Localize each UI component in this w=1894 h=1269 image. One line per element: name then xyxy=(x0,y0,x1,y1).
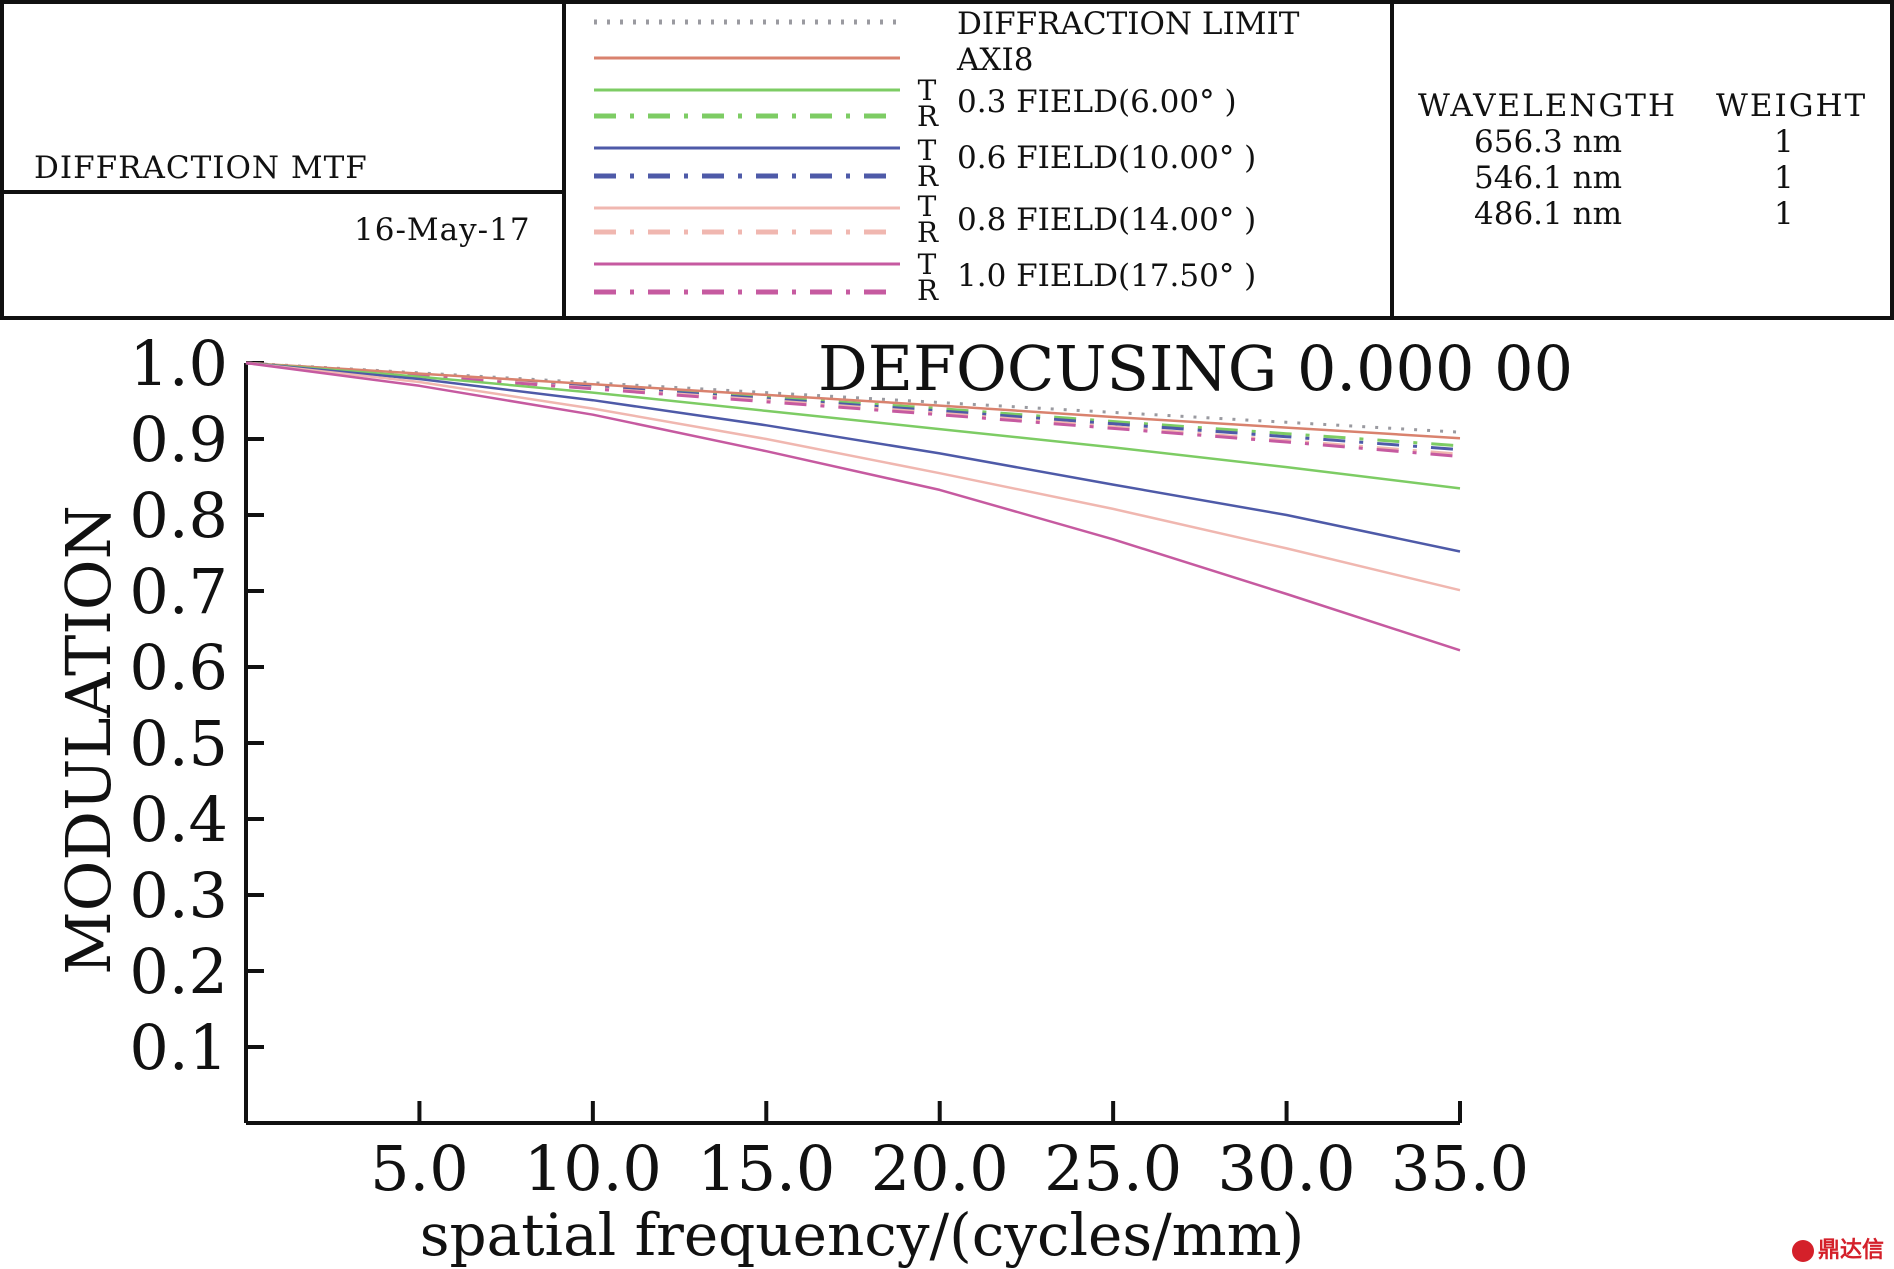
chart-title: DEFOCUSING 0.000 00 xyxy=(818,332,1573,405)
y-tick-label: 0.2 xyxy=(129,935,228,1008)
wavelength-value: 486.1 nm xyxy=(1474,196,1622,232)
legend-t-06: T xyxy=(917,134,937,167)
wavelength-value: 546.1 nm xyxy=(1474,160,1622,196)
series-line xyxy=(245,361,1461,456)
x-tick-label: 5.0 xyxy=(370,1132,469,1205)
x-tick-label: 20.0 xyxy=(871,1132,1009,1205)
header-panel xyxy=(0,0,1894,320)
legend-label-field-08: 0.8 FIELD(14.00° ) xyxy=(957,202,1257,238)
y-tick-label: 0.3 xyxy=(129,859,228,932)
x-axis-label: spatial frequency/(cycles/mm) xyxy=(420,1201,1305,1269)
x-tick-label: 15.0 xyxy=(697,1132,835,1205)
wavelength-value: 656.3 nm xyxy=(1474,124,1622,160)
watermark-text: 鼎达信 xyxy=(1818,1238,1885,1263)
x-tick-label: 30.0 xyxy=(1218,1132,1356,1205)
y-tick-label: 0.6 xyxy=(129,631,228,704)
legend-t-03: T xyxy=(917,74,937,107)
legend-t-08: T xyxy=(917,190,937,223)
header-divider-2 xyxy=(1390,0,1394,320)
series-line xyxy=(245,361,1461,553)
legend-t-10: T xyxy=(917,248,937,281)
weight-value: 1 xyxy=(1774,160,1794,196)
series-line xyxy=(245,361,1461,592)
legend-label-field-10: 1.0 FIELD(17.50° ) xyxy=(957,258,1257,294)
y-tick-label: 1.0 xyxy=(129,327,228,400)
y-tick-label: 0.5 xyxy=(129,707,228,780)
y-tick-label: 0.4 xyxy=(129,783,228,856)
y-axis-label: MODULATION xyxy=(52,505,125,975)
legend-r-03: R xyxy=(917,100,939,133)
watermark-logo: 鼎达信 xyxy=(1792,1232,1884,1264)
weight-value: 1 xyxy=(1774,124,1794,160)
y-tick-label: 0.7 xyxy=(129,555,228,628)
header-divider-1 xyxy=(562,0,566,320)
legend-r-08: R xyxy=(917,216,939,249)
series-line xyxy=(245,361,1461,452)
y-tick-label: 0.9 xyxy=(129,403,228,476)
legend-r-06: R xyxy=(917,160,939,193)
legend-label-field-06: 0.6 FIELD(10.00° ) xyxy=(957,140,1257,176)
date-label: 16-May-17 xyxy=(354,212,531,248)
x-tick-label: 35.0 xyxy=(1391,1132,1529,1205)
header-divider-3 xyxy=(0,190,564,194)
legend-swatches xyxy=(594,19,900,295)
series-line xyxy=(245,361,1461,440)
weight-header: WEIGHT xyxy=(1716,88,1868,124)
weight-value: 1 xyxy=(1774,196,1794,232)
series-line xyxy=(245,361,1461,458)
x-tick-label: 25.0 xyxy=(1044,1132,1182,1205)
y-tick-label: 0.1 xyxy=(129,1011,228,1084)
series-line xyxy=(245,361,1461,490)
plot-type-label: DIFFRACTION MTF xyxy=(34,150,368,186)
legend-label-diffraction-limit: DIFFRACTION LIMIT xyxy=(957,6,1300,42)
x-tick-label: 10.0 xyxy=(524,1132,662,1205)
series-line xyxy=(245,361,1461,448)
legend-r-10: R xyxy=(917,274,939,307)
legend-label-field-03: 0.3 FIELD(6.00° ) xyxy=(957,84,1237,120)
series-line xyxy=(245,361,1461,652)
legend-label-axis: AXI8 xyxy=(957,42,1034,78)
watermark-icon xyxy=(1792,1240,1814,1262)
wavelength-header: WAVELENGTH xyxy=(1418,88,1677,124)
y-tick-label: 0.8 xyxy=(129,479,228,552)
